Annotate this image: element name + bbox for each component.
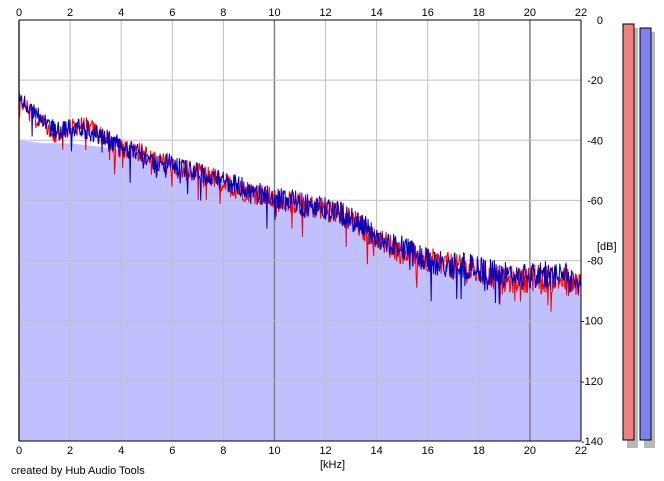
x-tick-label-top: 18	[473, 7, 485, 19]
x-tick-label-bottom: 12	[319, 445, 331, 457]
spectrum-fill	[19, 140, 581, 442]
x-tick-label-bottom: 2	[67, 445, 73, 457]
x-tick-labels-top: 0 2 4 6 8 10 12 14 16 18 20 22	[16, 7, 587, 19]
x-tick-labels-bottom: 0 2 4 6 8 10 12 14 16 18 20 22	[16, 445, 587, 457]
y-axis-label: [dB]	[597, 241, 617, 253]
x-tick-label-top: 14	[371, 7, 383, 19]
meter-left-bar	[622, 23, 635, 441]
series-line-right-channel	[18, 90, 582, 304]
y-tick-label: -100	[581, 316, 603, 328]
spectrum-fill-layer	[19, 140, 581, 442]
x-tick-label-top: 22	[575, 7, 587, 19]
x-tick-label-bottom: 20	[524, 445, 536, 457]
x-tick-label-top: 20	[524, 7, 536, 19]
x-tick-label-bottom: 18	[473, 445, 485, 457]
y-tick-label: -20	[587, 75, 603, 87]
x-axis-label: [kHz]	[320, 459, 345, 471]
x-tick-label-bottom: 22	[575, 445, 587, 457]
x-tick-label-bottom: 0	[16, 445, 22, 457]
y-tick-label: -80	[587, 256, 603, 268]
y-tick-label: 0	[597, 15, 603, 27]
series-layer	[18, 90, 582, 312]
x-tick-label-top: 2	[67, 7, 73, 19]
y-tick-label: -60	[587, 195, 603, 207]
y-tick-label: -120	[581, 376, 603, 388]
x-tick-label-top: 16	[422, 7, 434, 19]
meter-right-bar	[639, 27, 652, 441]
y-tick-label: -140	[581, 436, 603, 448]
x-tick-label-top: 12	[319, 7, 331, 19]
level-meters	[622, 23, 655, 448]
x-tick-label-bottom: 10	[268, 445, 280, 457]
x-tick-label-bottom: 4	[118, 445, 124, 457]
x-tick-label-top: 6	[169, 7, 175, 19]
x-tick-label-bottom: 8	[220, 445, 226, 457]
y-tick-labels: 0 -20 -40 -60 -80 -100 -120 -140	[581, 15, 603, 448]
x-tick-label-top: 0	[16, 7, 22, 19]
x-tick-label-top: 8	[220, 7, 226, 19]
x-tick-label-top: 10	[268, 7, 280, 19]
x-tick-label-bottom: 14	[371, 445, 383, 457]
credit-label: created by Hub Audio Tools	[11, 465, 145, 477]
x-tick-label-bottom: 16	[422, 445, 434, 457]
plot-frame-layer	[18, 19, 582, 442]
y-tick-label: -40	[587, 135, 603, 147]
x-tick-label-bottom: 6	[169, 445, 175, 457]
x-tick-label-top: 4	[118, 7, 124, 19]
